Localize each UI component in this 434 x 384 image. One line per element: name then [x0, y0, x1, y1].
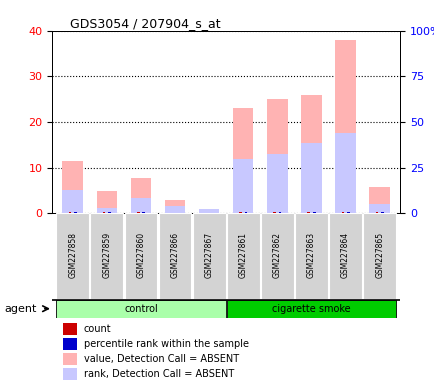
Bar: [335, 133, 355, 213]
Bar: [266, 154, 287, 213]
Bar: [341, 212, 343, 213]
Bar: [227, 300, 395, 318]
Bar: [335, 40, 355, 213]
Bar: [239, 212, 241, 213]
Text: GDS3054 / 207904_s_at: GDS3054 / 207904_s_at: [69, 17, 220, 30]
Bar: [192, 213, 225, 299]
Text: value, Detection Call = ABSENT: value, Detection Call = ABSENT: [83, 354, 238, 364]
Text: cigarette smoke: cigarette smoke: [272, 304, 350, 314]
Bar: [233, 108, 253, 213]
Text: GSM227858: GSM227858: [68, 232, 77, 278]
Bar: [56, 300, 225, 318]
Bar: [108, 212, 111, 213]
Text: GSM227863: GSM227863: [306, 232, 315, 278]
Bar: [130, 178, 151, 213]
Bar: [164, 200, 185, 213]
Bar: [273, 212, 276, 213]
Bar: [164, 207, 185, 213]
Bar: [244, 212, 247, 213]
Bar: [130, 198, 151, 213]
Bar: [62, 190, 83, 213]
Bar: [124, 213, 157, 299]
Bar: [329, 213, 361, 299]
Bar: [90, 213, 123, 299]
Bar: [62, 367, 76, 380]
Bar: [368, 187, 389, 213]
Bar: [260, 213, 293, 299]
Bar: [346, 212, 349, 213]
Bar: [198, 209, 219, 213]
Bar: [69, 212, 71, 213]
Bar: [227, 213, 259, 299]
Bar: [368, 204, 389, 213]
Text: GSM227865: GSM227865: [375, 232, 383, 278]
Text: count: count: [83, 324, 111, 334]
Text: GSM227866: GSM227866: [170, 232, 179, 278]
Bar: [102, 212, 105, 213]
Text: GSM227859: GSM227859: [102, 232, 111, 278]
Bar: [301, 94, 321, 213]
Bar: [294, 213, 327, 299]
Bar: [158, 213, 191, 299]
Bar: [278, 212, 281, 213]
Text: rank, Detection Call = ABSENT: rank, Detection Call = ABSENT: [83, 369, 233, 379]
Bar: [380, 212, 383, 213]
Bar: [74, 212, 76, 213]
Bar: [362, 213, 395, 299]
Bar: [96, 191, 117, 213]
Bar: [142, 212, 145, 213]
Bar: [312, 212, 315, 213]
Text: control: control: [124, 304, 158, 314]
Bar: [62, 353, 76, 365]
Bar: [96, 208, 117, 213]
Text: GSM227867: GSM227867: [204, 232, 213, 278]
Text: GSM227862: GSM227862: [272, 232, 281, 278]
Bar: [198, 209, 219, 213]
Text: percentile rank within the sample: percentile rank within the sample: [83, 339, 248, 349]
Bar: [301, 142, 321, 213]
Bar: [307, 212, 309, 213]
Bar: [62, 323, 76, 335]
Text: GSM227861: GSM227861: [238, 232, 247, 278]
Bar: [56, 213, 89, 299]
Bar: [137, 212, 139, 213]
Bar: [62, 338, 76, 350]
Bar: [62, 161, 83, 213]
Bar: [266, 99, 287, 213]
Text: agent: agent: [4, 304, 37, 314]
Bar: [233, 159, 253, 213]
Bar: [375, 212, 378, 213]
Text: GSM227860: GSM227860: [136, 232, 145, 278]
Text: GSM227864: GSM227864: [340, 232, 349, 278]
